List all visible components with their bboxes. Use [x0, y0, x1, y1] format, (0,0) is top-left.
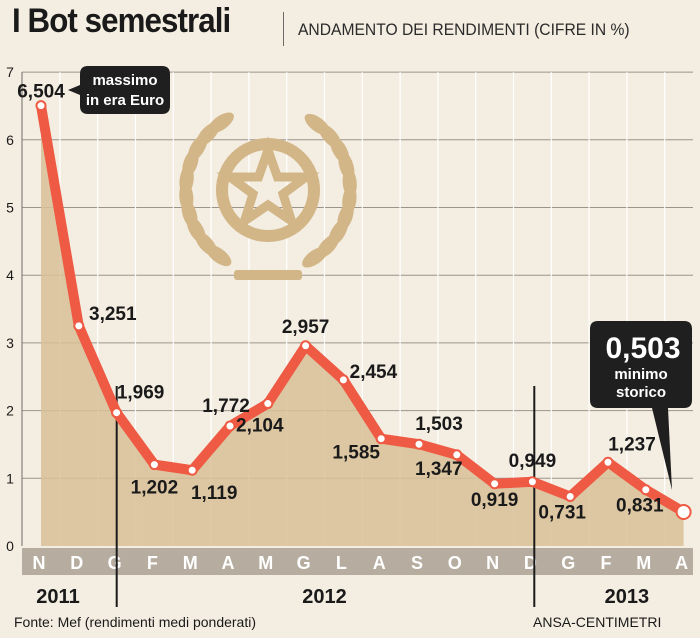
- data-label: 1,347: [415, 459, 463, 480]
- y-tick-label: 7: [6, 64, 14, 80]
- data-point: [640, 484, 652, 496]
- wreath-leaf: [304, 113, 331, 136]
- data-label: 1,503: [415, 414, 463, 435]
- year-label: 2011: [36, 586, 79, 608]
- min-callout-line1: minimo: [614, 366, 667, 383]
- max-callout-bubble: [68, 66, 170, 114]
- y-tick-label: 4: [6, 267, 14, 283]
- x-tick-label: M: [258, 553, 273, 573]
- year-label: 2012: [302, 586, 347, 608]
- x-tick-label: M: [183, 553, 198, 573]
- data-label: 1,237: [608, 434, 656, 455]
- wreath-leaf: [205, 244, 232, 267]
- wreath-icon: [179, 112, 357, 280]
- y-tick-label: 3: [6, 335, 14, 351]
- y-tick-label: 6: [6, 132, 14, 148]
- data-label: 0,949: [509, 451, 557, 472]
- data-label: 1,202: [131, 478, 179, 499]
- data-point: [489, 478, 501, 490]
- x-tick-label: L: [336, 553, 347, 573]
- data-label: 1,772: [202, 396, 250, 417]
- max-callout-line2: in era Euro: [86, 92, 164, 109]
- data-points: [35, 100, 692, 520]
- data-label: 1,585: [332, 443, 380, 464]
- x-tick-label: M: [636, 553, 651, 573]
- data-label: 0,731: [538, 503, 586, 524]
- data-point: [375, 433, 387, 445]
- stella-d-italia-emblem: [179, 112, 357, 280]
- data-label: 0,919: [471, 490, 519, 511]
- data-point: [224, 420, 236, 432]
- min-callout-line2: storico: [616, 384, 666, 401]
- data-point: [602, 456, 614, 468]
- data-point: [300, 340, 312, 352]
- min-callout: 0,503 minimo storico: [590, 321, 692, 490]
- y-tick-label: 1: [6, 470, 14, 486]
- data-point: [148, 459, 160, 471]
- data-point: [564, 491, 576, 503]
- data-point: [675, 503, 692, 520]
- x-tick-label: A: [675, 553, 688, 573]
- max-callout: massimo in era Euro: [68, 66, 170, 114]
- data-label: 2,957: [282, 317, 330, 338]
- title-divider: [283, 12, 284, 46]
- x-tick-label: F: [147, 553, 158, 573]
- x-tick-label: G: [561, 553, 575, 573]
- x-tick-label: N: [486, 553, 499, 573]
- data-point: [186, 464, 198, 476]
- data-point: [111, 407, 123, 419]
- x-tick-label: O: [448, 553, 462, 573]
- series-line: [36, 100, 689, 517]
- data-label: 3,251: [89, 304, 137, 325]
- data-point: [35, 100, 47, 112]
- x-tick-label: G: [108, 553, 122, 573]
- y-axis: 0 1 2 3 4 5 6 7: [6, 64, 14, 554]
- data-point: [526, 476, 538, 488]
- chart-subtitle: ANDAMENTO DEI RENDIMENTI (CIFRE IN %): [298, 20, 630, 39]
- chart-area-fill: [41, 105, 684, 546]
- data-point: [262, 398, 274, 410]
- min-callout-value: 0,503: [605, 332, 680, 365]
- data-label: 2,104: [236, 416, 284, 437]
- source-note: Fonte: Mef (rendimenti medi ponderati): [14, 614, 256, 630]
- data-point: [337, 374, 349, 386]
- year-label: 2013: [605, 586, 650, 608]
- page-title: I Bot semestrali: [12, 2, 231, 40]
- x-tick-label: A: [373, 553, 386, 573]
- data-label: 1,969: [117, 383, 165, 404]
- x-tick-label: A: [222, 553, 235, 573]
- data-point: [413, 438, 425, 450]
- data-label: 0,831: [616, 496, 664, 517]
- data-label: 1,119: [191, 483, 238, 504]
- x-tick-label: F: [601, 553, 612, 573]
- y-tick-label: 0: [6, 538, 14, 554]
- data-point: [73, 320, 85, 332]
- emblem-ribbon: [234, 270, 302, 280]
- x-axis-band: [22, 548, 693, 575]
- y-tick-label: 5: [6, 200, 14, 216]
- max-callout-line1: massimo: [92, 72, 157, 89]
- data-point: [451, 449, 463, 461]
- x-tick-label: G: [297, 553, 311, 573]
- x-tick-label: S: [411, 553, 423, 573]
- x-tick-label: D: [70, 553, 83, 573]
- min-callout-bubble: [590, 321, 692, 490]
- x-tick-label: N: [33, 553, 46, 573]
- credit-note: ANSA-CENTIMETRI: [533, 614, 662, 630]
- y-tick-label: 2: [6, 403, 14, 419]
- emblem-star-icon: [216, 136, 320, 233]
- data-label: 2,454: [350, 362, 398, 383]
- data-label: 6,504: [17, 82, 65, 103]
